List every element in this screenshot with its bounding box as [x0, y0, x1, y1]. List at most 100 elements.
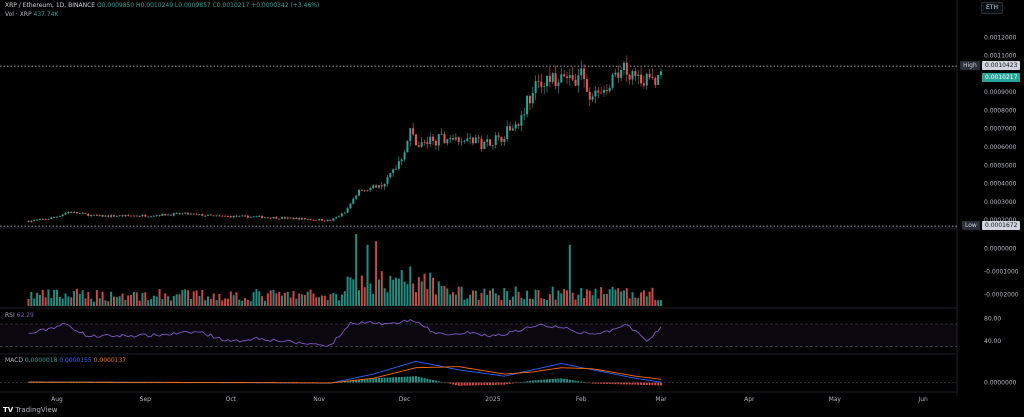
volume-bar — [369, 283, 372, 306]
price-pane[interactable] — [0, 55, 957, 227]
volume-bar — [318, 297, 321, 306]
candle — [400, 159, 403, 162]
volume-bar — [172, 296, 175, 306]
candle — [480, 138, 483, 149]
volume-bar — [406, 284, 409, 306]
candle — [471, 137, 474, 144]
volume-bar — [591, 295, 594, 306]
candle — [426, 142, 429, 145]
volume-bar — [560, 293, 563, 306]
volume-bar — [110, 291, 113, 306]
volume-bar — [620, 291, 623, 306]
macd-histogram-bar — [517, 382, 520, 384]
macd-histogram-bar — [645, 382, 648, 385]
volume-pane[interactable] — [27, 234, 662, 306]
currency-button[interactable]: ETH — [981, 2, 1003, 14]
candle — [192, 213, 195, 215]
volume-bar — [380, 271, 383, 306]
macd-histogram-bar — [349, 380, 352, 383]
signal-line[interactable] — [28, 366, 662, 384]
candle — [637, 74, 640, 77]
macd-histogram-bar — [132, 382, 135, 384]
candle — [118, 215, 121, 217]
macd-histogram-bar — [127, 382, 130, 384]
macd-histogram-bar — [352, 380, 355, 383]
candle — [175, 213, 178, 214]
rsi-pane[interactable] — [0, 318, 957, 347]
candle — [189, 213, 192, 215]
low-tag-value: 0.0001672 — [982, 221, 1021, 231]
macd-histogram-bar — [443, 382, 446, 384]
candle — [132, 215, 135, 217]
macd-histogram-bar — [594, 382, 597, 384]
volume-bar — [189, 298, 192, 306]
volume-bar — [44, 297, 47, 306]
candle — [474, 137, 477, 144]
macd-histogram-bar — [41, 382, 44, 383]
symbol-legend[interactable]: XRP / Ethereum, 1D, BINANCE O0.0009850 H… — [5, 2, 319, 9]
volume-bar — [474, 290, 477, 306]
volume-bar — [338, 300, 341, 306]
volume-bar — [161, 298, 164, 306]
candle — [178, 213, 181, 215]
candle — [497, 135, 500, 137]
candle — [198, 214, 201, 215]
macd-histogram-bar — [372, 378, 375, 383]
price-axis[interactable]: 0.0012000 0.0011000 0.0009000 0.0008000 0.00… — [984, 34, 1019, 386]
volume-bar — [81, 290, 84, 306]
candle — [255, 216, 258, 218]
volume-bar — [414, 292, 417, 306]
time-tick-label: Feb — [576, 396, 587, 403]
candle — [452, 138, 455, 140]
volume-bar — [548, 294, 551, 306]
candle — [543, 86, 546, 87]
macd-histogram-bar — [469, 382, 472, 386]
time-tick-label: Oct — [226, 396, 237, 403]
volume-bar — [295, 298, 298, 306]
rsi-legend-value: 62.29 — [16, 312, 34, 319]
volume-bar — [283, 292, 286, 306]
candle — [574, 79, 577, 86]
candle — [298, 217, 301, 220]
macd-pane[interactable] — [0, 360, 957, 386]
volume-bar — [491, 288, 494, 306]
rsi-line[interactable] — [28, 318, 662, 347]
time-tick-label: Apr — [744, 396, 755, 403]
time-axis[interactable]: Aug Sep Oct Nov Dec 2025 Feb Mar Apr May Jun — [51, 396, 928, 403]
candle — [446, 139, 449, 144]
candle — [235, 215, 238, 217]
candle — [181, 213, 184, 215]
volume-bar — [420, 281, 423, 306]
candle — [520, 115, 523, 126]
macd-histogram-bar — [660, 382, 662, 386]
candle — [531, 93, 534, 104]
tradingview-logo[interactable]: TV TradingView — [3, 406, 58, 414]
volume-bar — [603, 293, 606, 306]
candle — [557, 82, 560, 86]
macd-histogram-bar — [135, 382, 138, 384]
candle — [466, 138, 469, 141]
candle — [437, 134, 440, 146]
macd-histogram-bar — [577, 381, 580, 383]
volume-bar — [483, 288, 486, 306]
volume-legend[interactable]: Vol · XRP 437.74K — [5, 11, 58, 18]
macd-histogram-bar — [417, 376, 420, 383]
macd-histogram-bar — [563, 378, 566, 383]
macd-histogram-bar — [437, 381, 440, 383]
volume-bar — [209, 298, 212, 306]
macd-histogram-bar — [93, 382, 96, 384]
macd-legend[interactable]: MACD 0.0000018 0.0000155 0.0000137 — [5, 357, 126, 364]
rsi-legend[interactable]: RSI 62.29 — [5, 312, 34, 319]
candle — [420, 142, 423, 147]
macd-histogram-bar — [471, 382, 474, 386]
candle — [301, 218, 304, 220]
volume-bar — [278, 291, 281, 306]
macd-histogram-bar — [477, 382, 480, 386]
volume-bar — [215, 300, 218, 306]
macd-histogram-bar — [377, 378, 380, 383]
volume-bar — [534, 289, 537, 306]
candle — [483, 141, 486, 149]
volume-bar — [36, 292, 39, 306]
volume-bar — [335, 294, 338, 306]
